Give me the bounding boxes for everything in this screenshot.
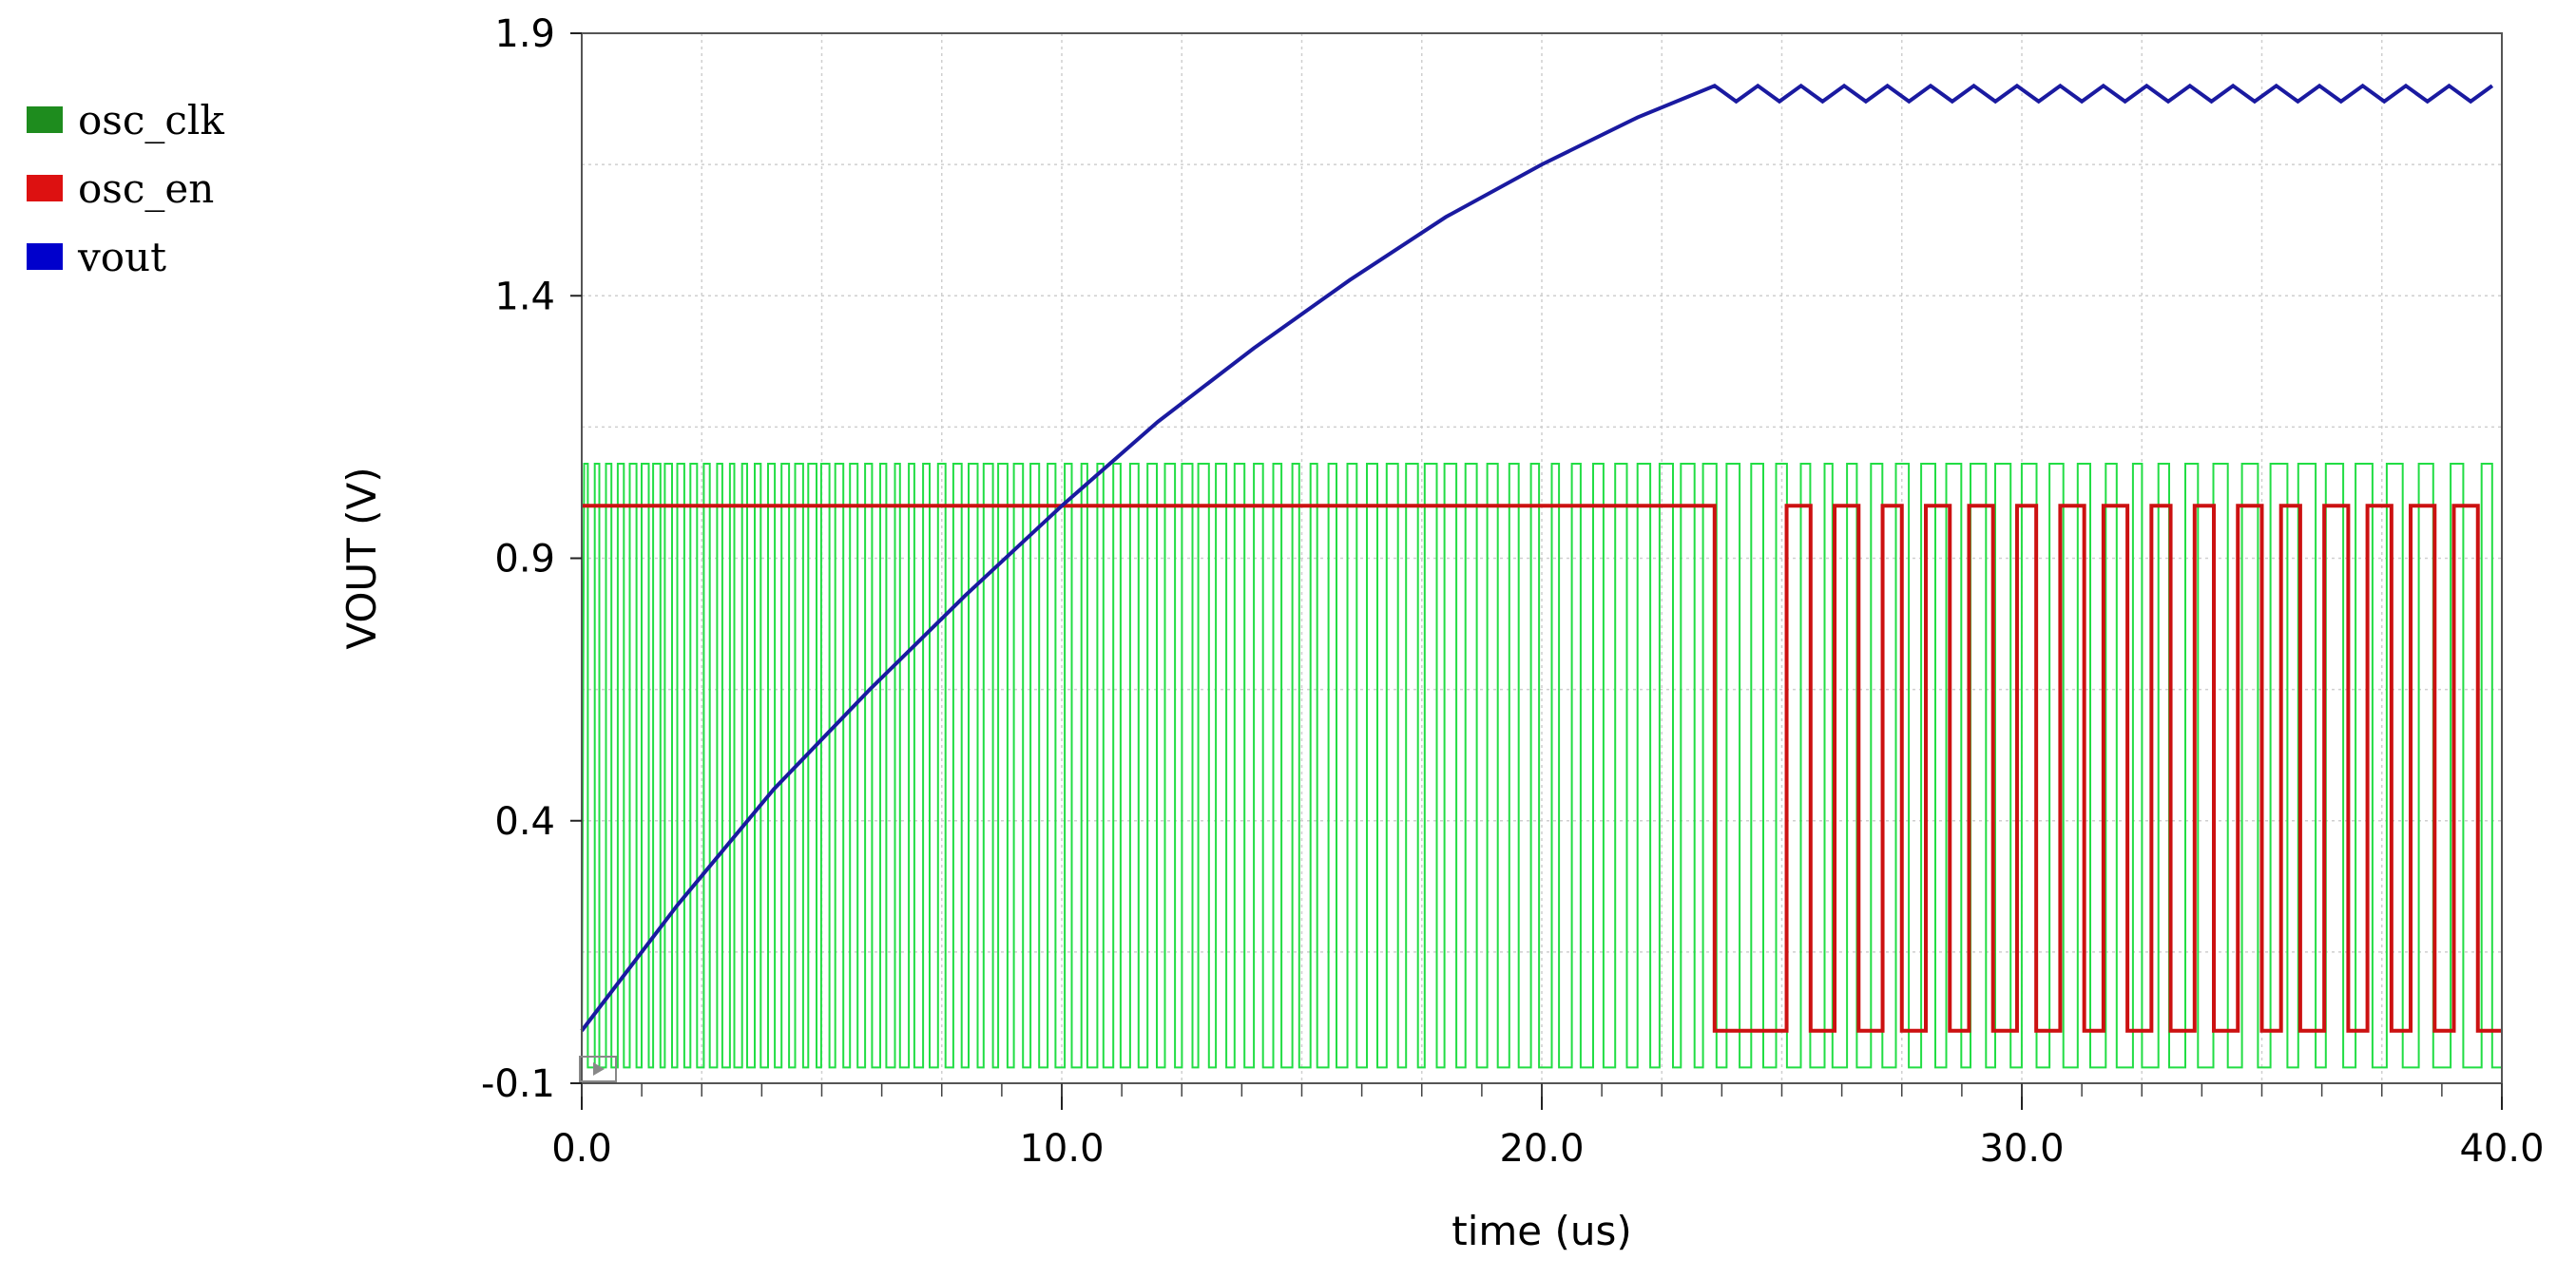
y-tick-label: 1.9 (494, 12, 555, 56)
axes (570, 32, 2503, 1110)
x-tick-label: 0.0 (551, 1127, 612, 1171)
legend-item-osc-en[interactable]: osc_en (27, 154, 224, 222)
y-tick-label: 0.4 (494, 800, 555, 844)
x-tick-label: 20.0 (1499, 1127, 1584, 1171)
legend: osc_clk osc_en vout (27, 86, 224, 291)
y-tick-label: 0.9 (494, 538, 555, 582)
x-tick-label: 30.0 (1979, 1127, 2064, 1171)
y-tick-label: -0.1 (481, 1062, 555, 1106)
tick-labels: 0.0 10.0 20.0 30.0 40.0 -0.1 0.4 0.9 1.4 1.9 (481, 12, 2545, 1171)
legend-swatch (27, 175, 63, 201)
y-tick-label: 1.4 (494, 275, 555, 318)
legend-swatch (27, 106, 63, 133)
legend-label: osc_clk (78, 96, 224, 143)
x-tick-label: 10.0 (1019, 1127, 1104, 1171)
x-tick-label: 40.0 (2459, 1127, 2544, 1171)
legend-label: osc_en (78, 164, 215, 212)
legend-swatch (27, 243, 63, 270)
x-axis-title: time (us) (1451, 1208, 1632, 1254)
series-osc-en-line (582, 504, 2502, 1033)
cursor-marker-icon[interactable] (579, 1056, 617, 1082)
y-axis-title: VOUT (V) (338, 467, 385, 649)
legend-label: vout (78, 233, 166, 280)
legend-item-osc-clk[interactable]: osc_clk (27, 86, 224, 154)
series-layer (580, 83, 2502, 1069)
series-vout-line (580, 83, 2494, 1032)
legend-item-vout[interactable]: vout (27, 222, 224, 291)
